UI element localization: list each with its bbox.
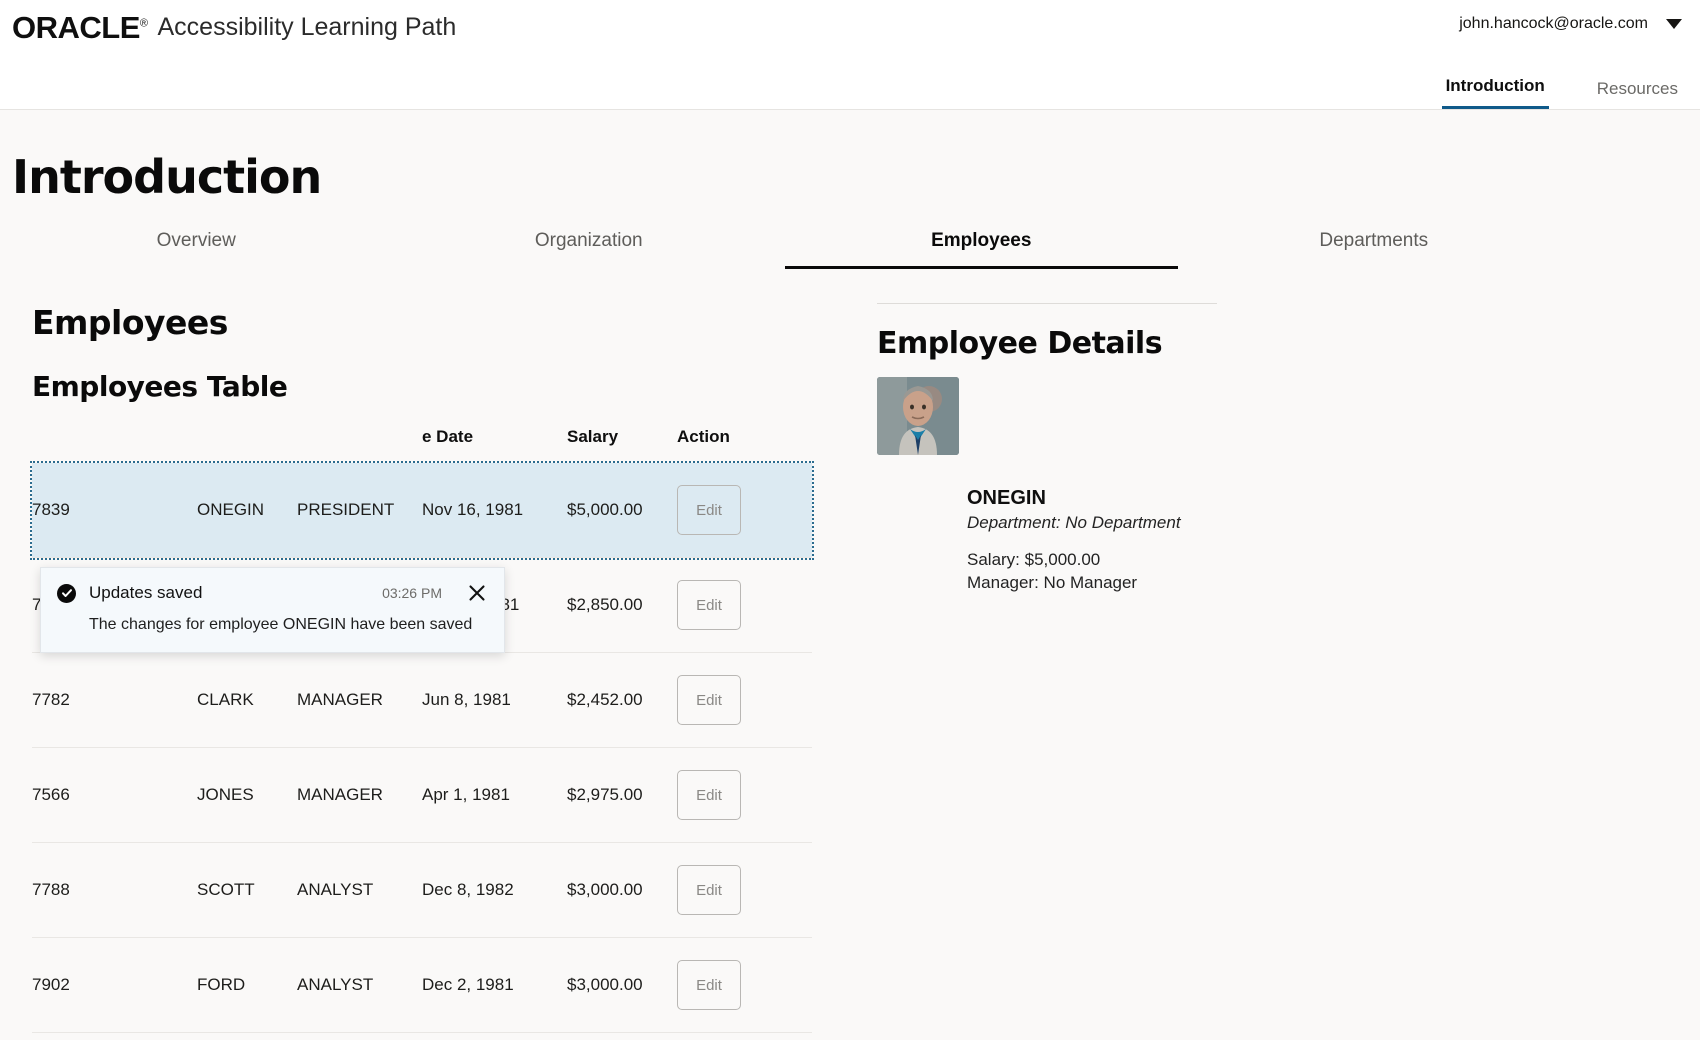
tab-introduction[interactable]: Introduction — [1441, 76, 1549, 109]
employees-table-body: 7839 ONEGIN PRESIDENT Nov 16, 1981 $5,000.00… — [30, 461, 814, 1040]
col-header-employee-id[interactable] — [32, 421, 197, 463]
section-tabs: Overview Organization Employees Departme… — [0, 230, 1570, 269]
cell-salary: $2,452.00 — [567, 652, 677, 748]
section-tab-organization[interactable]: Organization — [534, 230, 643, 251]
cell-job: MANAGER — [297, 652, 422, 748]
cell-name: CLARK — [197, 652, 297, 748]
toast-header: Updates saved 03:26 PM — [57, 582, 488, 604]
cell-employee-id: 7566 — [32, 747, 197, 843]
cell-employee-id: 7782 — [32, 652, 197, 748]
cell-salary: $5,000.00 — [567, 463, 677, 558]
cell-action: Edit — [677, 747, 812, 843]
employees-heading: Employees — [32, 303, 228, 342]
avatar-image — [877, 377, 959, 455]
table-row[interactable]: 7369SMITHCLERKDec 16, 1980$800.00*Edit — [32, 1032, 812, 1040]
edit-button[interactable]: Edit — [677, 580, 741, 630]
oracle-wordmark: ORACLE — [12, 10, 140, 45]
table-row[interactable]: 7782 CLARK MANAGER Jun 8, 1981 $2,452.00 Edit — [32, 652, 812, 748]
cell-employee-id: 7369 — [32, 1032, 197, 1040]
user-email: john.hancock@oracle.com — [1459, 15, 1648, 32]
detail-salary: Salary: $5,000.00 — [967, 550, 1101, 569]
cell-employee-id: 7902 — [32, 937, 197, 1033]
employees-table: e Date Salary Action 7839 ONEGIN PRESIDENT… — [30, 421, 814, 1040]
app-header: ORACLE® Accessibility Learning Path john… — [0, 0, 1700, 110]
edit-button[interactable]: Edit — [677, 960, 741, 1010]
table-row[interactable]: 7788 SCOTT ANALYST Dec 8, 1982 $3,000.00 Edit — [32, 842, 812, 938]
edit-button[interactable]: Edit — [677, 865, 741, 915]
cell-name: SCOTT — [197, 842, 297, 938]
col-header-hire-date[interactable]: e Date — [422, 427, 474, 446]
detail-employee-name: ONEGIN — [967, 487, 1046, 509]
toast-message: The changes for employee ONEGIN have bee… — [89, 616, 473, 633]
col-header-salary[interactable]: Salary — [567, 427, 619, 446]
employee-details-heading: Employee Details — [877, 326, 1163, 361]
table-row[interactable]: 7566 JONES MANAGER Apr 1, 1981 $2,975.00 Edit — [32, 747, 812, 843]
registered-mark-icon: ® — [139, 17, 148, 30]
detail-manager: Manager: No Manager — [967, 573, 1138, 592]
cell-action: Edit — [677, 652, 812, 748]
cell-action: Edit — [677, 557, 812, 653]
employee-details-panel: Employee Details ONEGIN — [877, 303, 1217, 1040]
cell-salary: $2,850.00 — [567, 557, 677, 653]
cell-name: FORD — [197, 937, 297, 1033]
cell-hire-date: Apr 1, 1981 — [422, 747, 567, 843]
table-row[interactable]: 7902 FORD ANALYST Dec 2, 1981 $3,000.00 Edit — [32, 937, 812, 1033]
cell-action: Edit — [677, 1032, 812, 1040]
col-header-action[interactable]: Action — [677, 427, 730, 446]
edit-button[interactable]: Edit — [677, 675, 741, 725]
detail-department: Department: No Department — [967, 513, 1181, 532]
cell-employee-id: 7788 — [32, 842, 197, 938]
cell-name: JONES — [197, 747, 297, 843]
edit-button[interactable]: Edit — [677, 770, 741, 820]
section-tab-departments[interactable]: Departments — [1319, 230, 1429, 251]
page-body: Introduction Overview Organization Emplo… — [0, 150, 1700, 1040]
employee-photo — [877, 377, 959, 455]
cell-job: ANALYST — [297, 937, 422, 1033]
cell-action: Edit — [677, 463, 812, 558]
cell-hire-date: Dec 8, 1982 — [422, 842, 567, 938]
app-title: Accessibility Learning Path — [157, 13, 457, 41]
employee-details-body: ONEGIN Department: No Department Salary:… — [967, 487, 1217, 593]
cell-job: CLERK — [297, 1032, 422, 1040]
cell-name: ONEGIN — [197, 463, 297, 558]
employees-section: Employees Employees Table e Date Salary … — [30, 303, 847, 1040]
brand: ORACLE® Accessibility Learning Path — [12, 12, 456, 43]
tab-resources[interactable]: Resources — [1596, 79, 1678, 98]
cell-hire-date: Nov 16, 1981 — [422, 463, 567, 558]
user-menu[interactable]: john.hancock@oracle.com — [1459, 15, 1682, 33]
cell-hire-date: Jun 8, 1981 — [422, 652, 567, 748]
toast-timestamp: 03:26 PM — [382, 585, 442, 601]
cell-hire-date: Dec 2, 1981 — [422, 937, 567, 1033]
toast-notification: Updates saved 03:26 PM The changes for e… — [40, 567, 505, 653]
cell-salary: $800.00* — [567, 1032, 677, 1040]
cell-name: SMITH — [197, 1032, 297, 1040]
cell-job: ANALYST — [297, 842, 422, 938]
chevron-down-icon[interactable] — [1666, 19, 1682, 29]
col-header-job[interactable] — [297, 421, 422, 463]
cell-hire-date: Dec 16, 1980 — [422, 1032, 567, 1040]
content-area: Employees Employees Table e Date Salary … — [0, 303, 1700, 1040]
table-header-row: e Date Salary Action — [32, 421, 812, 463]
toast-title: Updates saved — [89, 583, 203, 602]
cell-salary: $2,975.00 — [567, 747, 677, 843]
cell-job: PRESIDENT — [297, 463, 422, 558]
section-tab-employees[interactable]: Employees — [785, 230, 1178, 269]
check-circle-icon — [57, 583, 76, 603]
cell-salary: $3,000.00 — [567, 842, 677, 938]
close-icon[interactable] — [466, 582, 488, 604]
cell-action: Edit — [677, 842, 812, 938]
employees-table-heading: Employees Table — [32, 370, 288, 403]
edit-button[interactable]: Edit — [677, 485, 741, 535]
top-nav-tabs: Introduction Resources — [1441, 63, 1682, 109]
cell-employee-id: 7839 — [32, 463, 197, 558]
cell-job: MANAGER — [297, 747, 422, 843]
table-row[interactable]: 7839 ONEGIN PRESIDENT Nov 16, 1981 $5,000.00… — [30, 461, 814, 560]
oracle-logo: ORACLE® — [12, 12, 148, 43]
section-tab-overview[interactable]: Overview — [156, 230, 236, 251]
cell-salary: $3,000.00 — [567, 937, 677, 1033]
page-title: Introduction — [12, 150, 322, 204]
col-header-name[interactable] — [197, 421, 297, 463]
cell-action: Edit — [677, 937, 812, 1033]
